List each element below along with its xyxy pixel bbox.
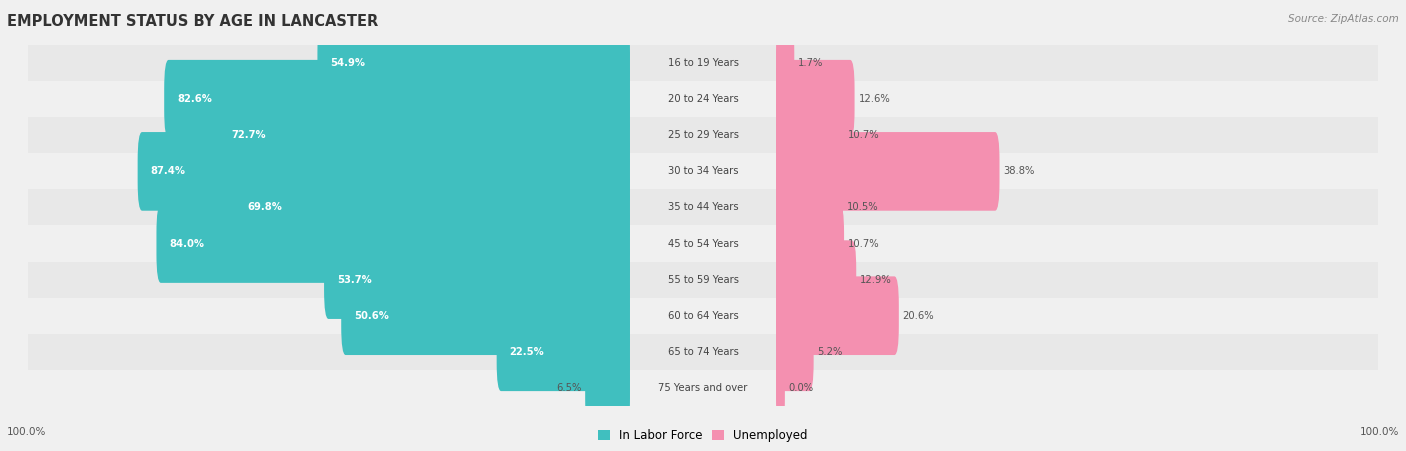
FancyBboxPatch shape (235, 168, 630, 247)
Legend: In Labor Force, Unemployed: In Labor Force, Unemployed (593, 424, 813, 447)
FancyBboxPatch shape (138, 132, 630, 211)
FancyBboxPatch shape (776, 349, 785, 427)
Text: 1.7%: 1.7% (799, 58, 824, 68)
FancyBboxPatch shape (776, 96, 844, 175)
Text: 22.5%: 22.5% (509, 347, 544, 357)
FancyBboxPatch shape (776, 276, 898, 355)
Text: 82.6%: 82.6% (177, 94, 212, 104)
FancyBboxPatch shape (28, 298, 1378, 334)
Text: 45 to 54 Years: 45 to 54 Years (668, 239, 738, 249)
Text: 72.7%: 72.7% (232, 130, 266, 140)
Text: 84.0%: 84.0% (169, 239, 204, 249)
Text: 35 to 44 Years: 35 to 44 Years (668, 202, 738, 212)
FancyBboxPatch shape (156, 204, 630, 283)
Text: 0.0%: 0.0% (789, 383, 814, 393)
FancyBboxPatch shape (585, 349, 630, 427)
Text: 6.5%: 6.5% (555, 383, 581, 393)
Text: 5.2%: 5.2% (817, 347, 842, 357)
Text: 30 to 34 Years: 30 to 34 Years (668, 166, 738, 176)
FancyBboxPatch shape (28, 81, 1378, 117)
FancyBboxPatch shape (776, 24, 794, 102)
Text: 100.0%: 100.0% (1360, 428, 1399, 437)
FancyBboxPatch shape (28, 45, 1378, 81)
FancyBboxPatch shape (28, 370, 1378, 406)
Text: EMPLOYMENT STATUS BY AGE IN LANCASTER: EMPLOYMENT STATUS BY AGE IN LANCASTER (7, 14, 378, 28)
Text: 10.7%: 10.7% (848, 239, 880, 249)
Text: 12.6%: 12.6% (859, 94, 890, 104)
Text: 38.8%: 38.8% (1004, 166, 1035, 176)
FancyBboxPatch shape (165, 60, 630, 138)
FancyBboxPatch shape (342, 276, 630, 355)
FancyBboxPatch shape (323, 240, 630, 319)
Text: 54.9%: 54.9% (330, 58, 366, 68)
FancyBboxPatch shape (496, 313, 630, 391)
FancyBboxPatch shape (28, 334, 1378, 370)
Text: 53.7%: 53.7% (337, 275, 371, 285)
FancyBboxPatch shape (219, 96, 630, 175)
FancyBboxPatch shape (776, 168, 844, 247)
Text: 65 to 74 Years: 65 to 74 Years (668, 347, 738, 357)
FancyBboxPatch shape (28, 153, 1378, 189)
Text: 55 to 59 Years: 55 to 59 Years (668, 275, 738, 285)
FancyBboxPatch shape (28, 117, 1378, 153)
Text: 20.6%: 20.6% (903, 311, 935, 321)
Text: 20 to 24 Years: 20 to 24 Years (668, 94, 738, 104)
Text: 16 to 19 Years: 16 to 19 Years (668, 58, 738, 68)
FancyBboxPatch shape (28, 226, 1378, 262)
Text: 69.8%: 69.8% (247, 202, 283, 212)
Text: 60 to 64 Years: 60 to 64 Years (668, 311, 738, 321)
FancyBboxPatch shape (776, 60, 855, 138)
FancyBboxPatch shape (318, 24, 630, 102)
FancyBboxPatch shape (776, 313, 814, 391)
Text: 50.6%: 50.6% (354, 311, 389, 321)
FancyBboxPatch shape (776, 240, 856, 319)
Text: 10.7%: 10.7% (848, 130, 880, 140)
FancyBboxPatch shape (28, 189, 1378, 226)
FancyBboxPatch shape (28, 262, 1378, 298)
FancyBboxPatch shape (776, 132, 1000, 211)
Text: 87.4%: 87.4% (150, 166, 186, 176)
Text: Source: ZipAtlas.com: Source: ZipAtlas.com (1288, 14, 1399, 23)
Text: 10.5%: 10.5% (846, 202, 879, 212)
Text: 100.0%: 100.0% (7, 428, 46, 437)
Text: 75 Years and over: 75 Years and over (658, 383, 748, 393)
FancyBboxPatch shape (776, 204, 844, 283)
Text: 12.9%: 12.9% (860, 275, 891, 285)
Text: 25 to 29 Years: 25 to 29 Years (668, 130, 738, 140)
